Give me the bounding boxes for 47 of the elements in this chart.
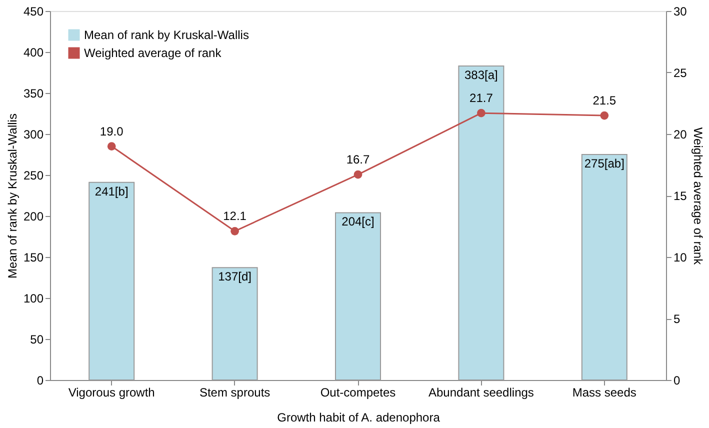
y-tick-label: 0 — [36, 374, 44, 388]
x-tick-label: Mass seeds — [572, 386, 636, 400]
bar — [581, 154, 628, 380]
y2-axis-title: Weighted average of rank — [690, 127, 705, 266]
data-label: 204[c] — [342, 214, 374, 229]
point — [230, 226, 239, 236]
data-label: 12.1 — [223, 209, 247, 224]
data-label: 21.7 — [470, 91, 494, 106]
data-label: 19.0 — [100, 124, 124, 138]
point — [600, 111, 609, 120]
x-tick-label: Stem sprouts — [199, 386, 270, 400]
data-label: 241[b] — [94, 184, 128, 198]
x-tick-label: Out-competes — [320, 386, 396, 400]
y-tick-label: 250 — [23, 168, 44, 182]
data-label: 16.7 — [346, 152, 370, 167]
y-axis-title: Mean of rank by Kruskal-Wallis — [5, 114, 20, 278]
data-label: 275[ab] — [584, 156, 624, 170]
y-tick-label: 200 — [23, 210, 44, 224]
point — [477, 108, 486, 118]
y2-tick-label: 10 — [674, 250, 688, 264]
x-tick-label: Abundant seedlings — [428, 386, 534, 400]
y-tick-label: 50 — [30, 332, 44, 346]
y-tick-label: 450 — [23, 4, 44, 18]
y2-tick-label: 20 — [674, 128, 688, 142]
point — [107, 142, 116, 150]
point — [354, 170, 362, 179]
y-tick-label: 300 — [23, 128, 44, 142]
bar — [458, 65, 504, 380]
data-label: 383[a] — [464, 68, 498, 82]
y2-tick-label: 30 — [674, 4, 688, 18]
y-tick-label: 350 — [23, 86, 44, 100]
legend-label: Mean of rank by Kruskal-Wallis — [84, 28, 249, 42]
x-axis-title: Growth habit of A. adenophora — [277, 410, 440, 424]
y-tick-label: 100 — [23, 292, 44, 306]
data-label: 137[d] — [218, 270, 252, 284]
y2-tick-label: 0 — [674, 374, 680, 388]
y-tick-label: 400 — [23, 46, 44, 60]
x-tick-label: Vigorous growth — [68, 386, 155, 400]
y-tick-label: 150 — [23, 250, 44, 264]
data-label: 21.5 — [592, 94, 616, 108]
bar — [212, 267, 258, 380]
legend-label: Weighted average of rank — [84, 46, 222, 60]
y2-tick-label: 15 — [674, 189, 688, 203]
bar — [88, 182, 135, 380]
y2-tick-label: 25 — [674, 66, 688, 80]
bar — [335, 212, 381, 380]
y2-tick-label: 5 — [674, 312, 680, 326]
